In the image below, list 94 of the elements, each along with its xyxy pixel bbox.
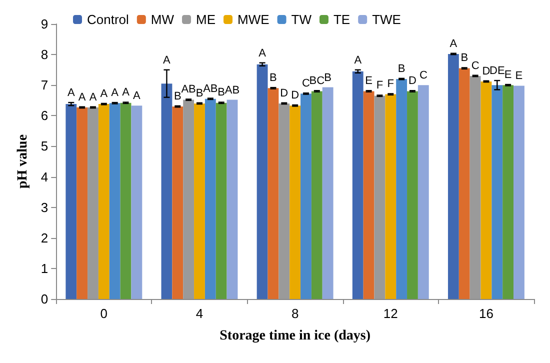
- bar: [311, 91, 322, 299]
- data-label: B: [270, 72, 277, 84]
- bar: [88, 107, 98, 299]
- legend-label: TE: [333, 12, 350, 27]
- data-label: B: [460, 52, 468, 64]
- legend-label: ME: [196, 12, 216, 27]
- data-label: A: [133, 90, 142, 102]
- data-label: C: [419, 70, 428, 82]
- bar: [268, 88, 279, 299]
- y-tick-label: 2: [40, 230, 48, 246]
- data-label: A: [78, 91, 86, 104]
- data-label: F: [387, 78, 394, 90]
- x-tick-label: 0: [100, 306, 108, 321]
- bar: [66, 104, 77, 299]
- y-tick-label: 1: [40, 260, 48, 276]
- x-axis-title: Storage time in ice (days): [220, 328, 371, 344]
- data-label: B: [324, 72, 332, 84]
- legend-label: MW: [150, 12, 175, 27]
- bar: [120, 102, 132, 299]
- bar: [161, 84, 172, 299]
- y-tick-label: 5: [40, 138, 48, 154]
- bar: [183, 100, 194, 299]
- bar: [194, 103, 205, 299]
- bar: [363, 91, 374, 299]
- bar: [458, 68, 470, 299]
- bar: [76, 107, 88, 299]
- bar: [396, 79, 408, 299]
- y-tick-label: 8: [40, 47, 48, 62]
- data-label: A: [163, 54, 172, 66]
- x-tick-label: 16: [478, 306, 494, 321]
- bar: [256, 64, 268, 299]
- y-tick-label: 6: [40, 108, 48, 124]
- data-label: F: [376, 80, 384, 92]
- bar: [480, 81, 492, 299]
- data-label: D: [482, 65, 490, 78]
- data-label: A: [122, 86, 130, 99]
- data-label: AB: [181, 84, 196, 96]
- legend-label: TW: [291, 12, 312, 27]
- bar: [492, 85, 503, 299]
- data-label: E: [504, 69, 512, 81]
- data-label: E: [365, 75, 372, 88]
- bar: [352, 71, 364, 299]
- data-label: B: [196, 87, 204, 100]
- data-label: A: [67, 87, 76, 100]
- y-axis-title: pH value: [16, 134, 30, 189]
- data-label: DE: [489, 65, 505, 78]
- legend-label: MWE: [238, 12, 270, 27]
- data-label: E: [515, 70, 523, 82]
- legend-label: TWE: [372, 12, 402, 27]
- bar: [407, 91, 418, 299]
- bar: [131, 106, 142, 299]
- bar: [300, 94, 312, 299]
- bar: [374, 96, 386, 299]
- y-tick-label: 9: [40, 16, 48, 32]
- bar: [385, 94, 396, 299]
- data-label: D: [408, 75, 417, 88]
- data-label: A: [258, 47, 267, 60]
- x-tick-label: 4: [196, 306, 204, 321]
- bar: [278, 103, 290, 299]
- bar: [204, 98, 216, 299]
- data-label: A: [354, 54, 362, 66]
- data-label: D: [291, 89, 300, 102]
- data-label: B: [218, 86, 226, 99]
- data-label: C: [471, 60, 480, 72]
- y-tick-label: 4: [40, 169, 48, 184]
- bar: [216, 102, 227, 299]
- data-label: C: [302, 78, 310, 90]
- x-tick-label: 12: [383, 306, 398, 321]
- data-label: AB: [203, 82, 218, 95]
- bar: [470, 76, 481, 299]
- data-label: A: [89, 91, 98, 104]
- bar: [322, 87, 334, 299]
- data-label: B: [398, 62, 406, 75]
- bar: [290, 106, 301, 299]
- data-label: AB: [224, 84, 240, 96]
- data-label: BC: [309, 75, 325, 88]
- y-tick-label: 3: [40, 200, 48, 215]
- bar: [226, 100, 238, 299]
- data-label: D: [280, 87, 288, 100]
- bar: [418, 85, 429, 299]
- bar: [172, 106, 184, 299]
- bar: [98, 104, 110, 299]
- bar: [514, 86, 524, 299]
- data-label: A: [100, 88, 108, 100]
- bar: [448, 54, 459, 299]
- data-label: B: [174, 90, 182, 102]
- x-tick-label: 8: [291, 306, 299, 321]
- legend-label: Control: [87, 12, 130, 27]
- y-tick-label: 0: [40, 292, 48, 306]
- data-label: A: [111, 87, 120, 100]
- bar: [502, 85, 514, 299]
- bar: [109, 103, 120, 299]
- y-tick-label: 7: [40, 78, 48, 93]
- data-label: A: [450, 38, 458, 50]
